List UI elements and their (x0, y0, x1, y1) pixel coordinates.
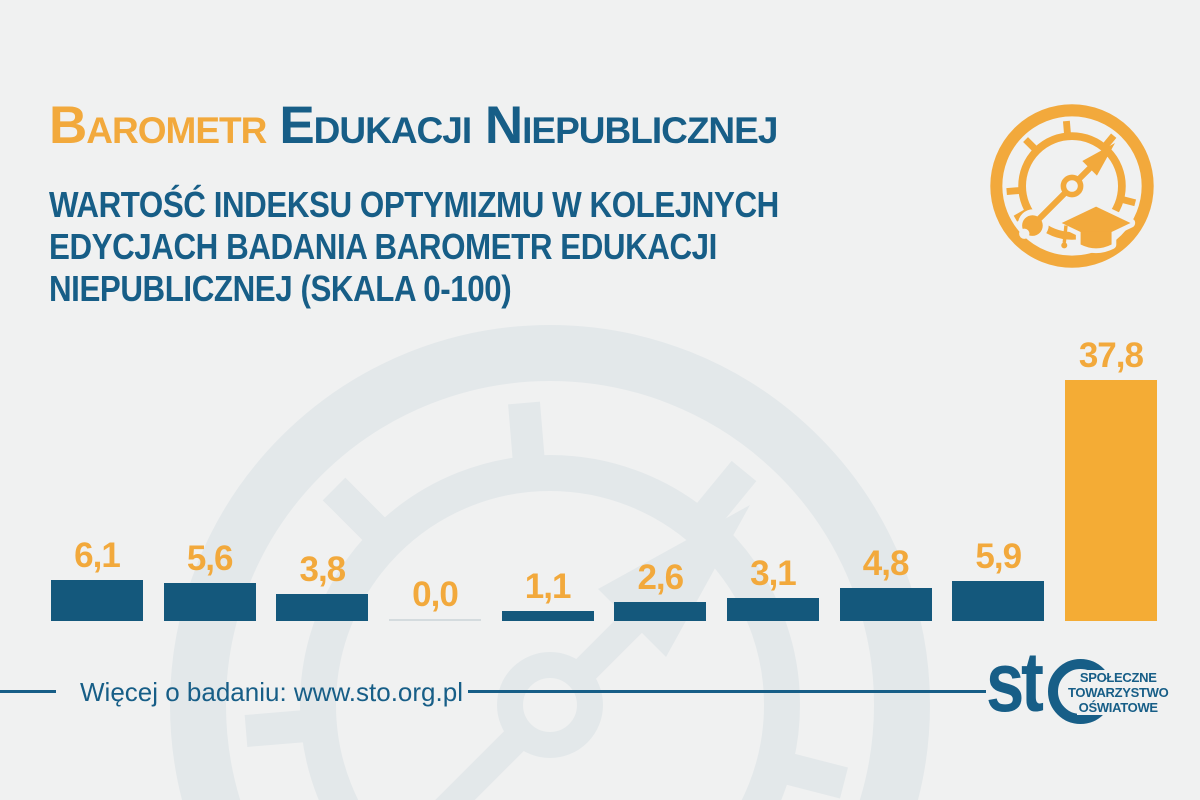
bar-group: 4,8 (839, 544, 932, 621)
bar-value-label: 6,1 (74, 536, 121, 575)
bar (614, 602, 707, 621)
bar-chart: 6,1 5,6 3,8 0,0 1,1 2,6 3,1 4,8 5,9 37,8 (51, 338, 1157, 621)
bar (501, 611, 594, 621)
logo-line-1: SPOŁECZNE (1077, 670, 1159, 685)
barometer-gauge-icon (986, 100, 1158, 272)
bar-group: 0,0 (388, 575, 481, 621)
bar-group: 2,6 (614, 558, 707, 621)
bar (51, 580, 143, 621)
footer-left-divider (0, 690, 56, 693)
bar-group: 6,1 (51, 538, 143, 621)
sto-logo: st SPOŁECZNE TOWARZYSTWO OŚWIATOWE (986, 640, 1171, 726)
logo-line-2: TOWARZYSTWO (1066, 685, 1171, 700)
bar-value-label: 5,9 (975, 537, 1022, 576)
bar-value-label: 1,1 (524, 567, 572, 606)
bar-value-label: 4,8 (862, 544, 910, 583)
bar-value-label: 3,1 (750, 554, 797, 593)
footer-right-divider (468, 690, 986, 693)
bar-value-label: 37,8 (1078, 336, 1144, 375)
bar-group: 5,9 (952, 537, 1045, 621)
bar-value-label: 3,8 (299, 550, 346, 589)
bar (952, 581, 1045, 621)
bar (726, 598, 819, 621)
bar-group: 3,1 (726, 554, 819, 621)
bar-group: 37,8 (1064, 336, 1157, 621)
bar-group: 3,8 (276, 550, 369, 621)
logo-wordmark: SPOŁECZNE TOWARZYSTWO OŚWIATOWE (1066, 670, 1171, 715)
bar-group: 5,6 (163, 539, 256, 621)
bar-value-label: 0,0 (412, 575, 459, 614)
subtitle-line-2: EDYCJACH BADANIA BAROMETR EDUKACJI (49, 226, 717, 267)
bar-group: 1,1 (501, 567, 594, 621)
bar (839, 588, 932, 621)
logo-line-3: OŚWIATOWE (1076, 700, 1160, 715)
subtitle-line-3: NIEPUBLICZNEJ (SKALA 0-100) (49, 268, 512, 309)
title-words-edukacji-niepublicznej: Edukacji Niepublicznej (279, 96, 778, 155)
bar-value-label: 2,6 (637, 558, 684, 597)
page-subtitle: WARTOŚĆ INDEKSU OPTYMIZMU W KOLEJNYCH ED… (49, 184, 779, 310)
page-title: Barometr Edukacji Niepublicznej (49, 96, 778, 157)
bar (163, 583, 256, 621)
footer-info: Więcej o badaniu: www.sto.org.pl (80, 677, 463, 707)
bar-highlight (1064, 380, 1157, 621)
logo-st-letters: st (986, 635, 1044, 729)
subtitle-line-1: WARTOŚĆ INDEKSU OPTYMIZMU W KOLEJNYCH (49, 184, 779, 225)
bar (388, 619, 481, 621)
bar (276, 594, 369, 621)
bar-value-label: 5,6 (186, 539, 234, 578)
title-word-barometr: Barometr (49, 96, 267, 155)
